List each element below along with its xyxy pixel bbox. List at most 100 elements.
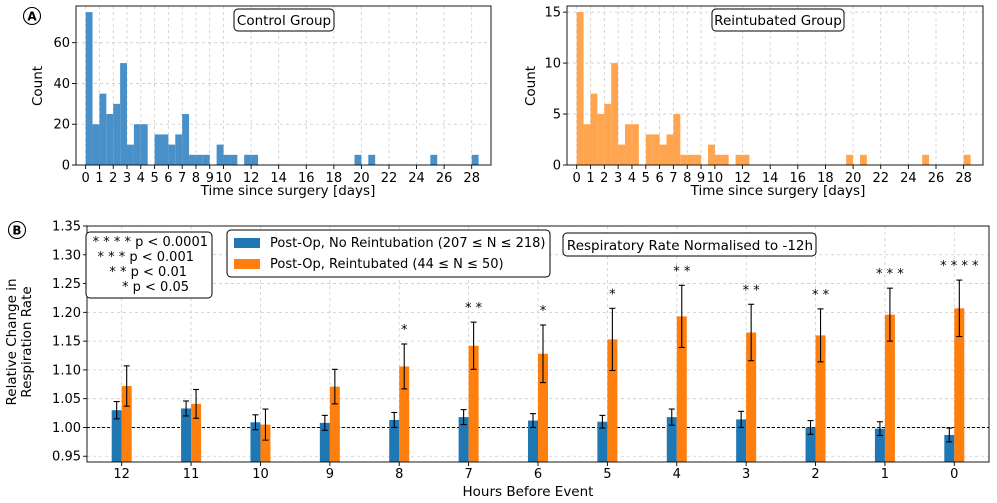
control-bin-bar xyxy=(354,154,362,165)
reintubated-bin-bar xyxy=(714,154,722,165)
panel-a-badge xyxy=(22,6,42,26)
reintubated-title-box: Reintubated Group xyxy=(711,8,845,32)
control-bin-bar xyxy=(230,154,238,165)
control-x-tick-label: 12 xyxy=(243,171,260,186)
control-bin-bar xyxy=(127,144,134,165)
control-bin-bar xyxy=(471,154,479,165)
control-bin-bar xyxy=(113,103,121,165)
control-x-tick-label: 10 xyxy=(215,171,232,186)
respiration-y-tick-label: 1.15 xyxy=(52,335,81,350)
reintubated-x-tick-label: 24 xyxy=(900,171,917,186)
bar-no-reintubation xyxy=(458,417,469,462)
respiration-x-axis-label: Hours Before Event xyxy=(463,484,594,500)
control-bin-bar xyxy=(223,154,231,165)
control-bin-bar xyxy=(85,12,93,165)
error-bar-no-reintubation xyxy=(252,414,259,431)
respiration-y-tick-label: 1.30 xyxy=(52,248,81,263)
reintubated-x-tick-label: 9 xyxy=(697,171,705,186)
significance-marker: * * xyxy=(743,283,761,298)
reintubated-bin-bar xyxy=(645,134,653,165)
error-bar-no-reintubation xyxy=(599,414,606,429)
control-x-tick-label: 0 xyxy=(82,171,90,186)
bar-no-reintubation xyxy=(319,422,330,462)
bar-no-reintubation xyxy=(250,422,261,462)
bar-reintubated xyxy=(121,386,132,462)
respiration-x-tick-label: 2 xyxy=(811,467,819,482)
sig-legend-4-star: * * * * p < 0.0001 xyxy=(93,235,208,250)
bar-no-reintubation xyxy=(181,408,192,462)
respiration-x-tick-label: 5 xyxy=(603,467,611,482)
control-x-tick-label: 6 xyxy=(164,171,172,186)
control-x-tick-label: 3 xyxy=(123,171,131,186)
panel-a-label: A xyxy=(27,10,37,24)
respiration-x-tick-label: 4 xyxy=(673,467,681,482)
error-bar-no-reintubation xyxy=(946,427,953,443)
reintubated-bin-bar xyxy=(652,134,660,165)
error-bar-no-reintubation xyxy=(391,411,398,429)
respiration-title: Respiratory Rate Normalised to -12h xyxy=(567,238,813,254)
error-bar-reintubated xyxy=(331,368,338,405)
reintubated-bin-bar xyxy=(680,154,688,165)
significance-legend: * * * * p < 0.0001 * * * p < 0.001 * * p… xyxy=(85,231,213,299)
control-bin-bar xyxy=(161,134,169,165)
control-bin-bar xyxy=(368,154,376,165)
respiration-x-tick-label: 11 xyxy=(183,467,200,482)
sig-legend-2-star: * * p < 0.01 xyxy=(109,265,187,280)
control-bin-bar xyxy=(189,154,196,165)
error-bar-reintubated xyxy=(817,308,824,363)
significance-marker: * * xyxy=(673,264,691,279)
control-x-tick-label: 28 xyxy=(463,171,480,186)
control-y-tick-label: 0 xyxy=(62,159,70,174)
reintubated-x-tick-label: 0 xyxy=(573,171,581,186)
sig-legend-3-star: * * * p < 0.001 xyxy=(97,250,194,265)
reintubated-bin-bar xyxy=(694,154,702,165)
reintubated-bin-bar xyxy=(666,134,674,165)
error-bar-no-reintubation xyxy=(807,420,814,435)
significance-marker: * xyxy=(401,323,408,338)
error-bar-no-reintubation xyxy=(321,414,328,431)
reintubated-bin-bar xyxy=(735,154,743,165)
reintubated-x-tick-label: 3 xyxy=(614,171,622,186)
sig-legend-1-star: * p < 0.05 xyxy=(122,280,189,295)
control-bin-bar xyxy=(168,144,176,165)
control-x-tick-label: 26 xyxy=(436,171,453,186)
bar-no-reintubation xyxy=(944,434,955,462)
reintubated-x-axis-label: Time since surgery [days] xyxy=(690,183,866,199)
reintubated-x-tick-label: 10 xyxy=(707,171,724,186)
reintubated-x-tick-label: 22 xyxy=(872,171,889,186)
error-bar-no-reintubation xyxy=(530,413,536,429)
bar-reintubated xyxy=(815,335,826,462)
significance-marker: * * xyxy=(812,288,830,303)
error-bar-reintubated xyxy=(123,365,130,407)
significance-marker: * xyxy=(540,304,547,319)
control-bin-bar xyxy=(251,154,258,165)
respiration-y-tick-label: 1.35 xyxy=(52,220,81,235)
control-x-tick-label: 2 xyxy=(109,171,117,186)
reintubated-x-tick-label: 5 xyxy=(642,171,650,186)
reintubated-bin-bar xyxy=(583,124,591,165)
respiration-x-tick-label: 10 xyxy=(252,467,269,482)
control-x-tick-label: 7 xyxy=(178,171,186,186)
control-bin-bar xyxy=(182,114,190,165)
reintubated-plot-frame xyxy=(566,5,984,166)
reintubated-bin-bar xyxy=(963,154,971,165)
legend-label-reintubated: Post-Op, Reintubated (44 ≤ N ≤ 50) xyxy=(270,257,504,272)
reintubated-bin-bar xyxy=(618,144,626,165)
respiration-x-tick-label: 3 xyxy=(742,467,750,482)
reintubated-bin-bar xyxy=(742,154,750,165)
significance-marker: * * * xyxy=(876,267,904,282)
reintubated-y-tick-label: 15 xyxy=(544,6,561,21)
bar-no-reintubation xyxy=(597,421,608,462)
reintubated-bin-bar xyxy=(576,12,584,165)
significance-marker: * xyxy=(609,287,616,302)
reintubated-bin-bar xyxy=(922,154,930,165)
control-x-tick-label: 8 xyxy=(192,171,200,186)
reintubated-x-tick-label: 26 xyxy=(928,171,945,186)
reintubated-x-tick-label: 7 xyxy=(669,171,677,186)
reintubated-bin-bar xyxy=(625,124,632,165)
reintubated-bin-bar xyxy=(687,154,695,165)
error-bar-reintubated xyxy=(470,321,477,370)
control-x-tick-label: 24 xyxy=(408,171,425,186)
error-bar-no-reintubation xyxy=(876,421,883,437)
reintubated-x-tick-label: 4 xyxy=(628,171,636,186)
